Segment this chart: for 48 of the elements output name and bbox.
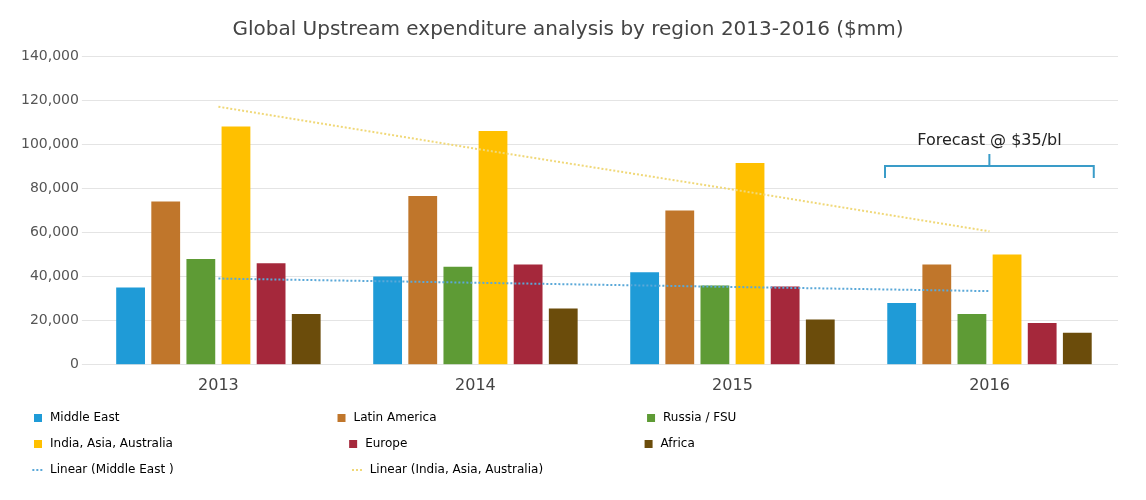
y-tick-label: 0: [69, 355, 79, 372]
y-tick-label: 40,000: [29, 267, 79, 284]
bar: [887, 303, 917, 365]
y-tick-label: 80,000: [29, 178, 79, 195]
y-tick-label: 140,000: [20, 46, 79, 63]
bar: [700, 285, 730, 365]
bar: [665, 210, 695, 365]
x-tick-label: 2013: [198, 374, 239, 394]
bar: [735, 162, 765, 365]
bar: [770, 286, 800, 365]
y-tick-label: 100,000: [20, 134, 79, 151]
legend-label: India, Asia, Australia: [50, 436, 334, 451]
y-tick-label: 120,000: [20, 90, 79, 107]
bar: [186, 258, 216, 365]
annotation: Forecast @ $35/bl: [917, 129, 1062, 149]
bar: [1027, 322, 1057, 365]
bar: [408, 196, 438, 365]
y-tick-label: 20,000: [29, 311, 79, 328]
legend-label: Linear (India, Asia, Australia): [369, 462, 669, 477]
bar: [116, 287, 145, 365]
legend-label: Europe: [365, 436, 629, 451]
bar: [630, 272, 660, 365]
legend-label: Africa: [660, 436, 917, 451]
bar: [478, 130, 508, 365]
bar: [256, 263, 286, 365]
bar: [221, 126, 251, 365]
line-series: [217, 105, 991, 233]
bar: [443, 266, 473, 365]
y-tick-label: 60,000: [29, 223, 79, 240]
x-tick-label: 2014: [455, 374, 496, 394]
bar: [513, 264, 543, 365]
legend-label: Linear (Middle East ): [50, 462, 338, 477]
x-tick-label: 2016: [969, 374, 1010, 394]
bar: [1062, 332, 1092, 365]
legend-label: Middle East: [50, 410, 322, 425]
legend-label: Russia / FSU: [663, 410, 935, 425]
legend-label: Latin America: [353, 410, 632, 425]
bar: [291, 314, 321, 365]
chart-title: Global Upstream expenditure analysis by region 2013-2016 ($mm): [232, 16, 904, 41]
bar: [922, 264, 952, 365]
bar: [957, 314, 987, 365]
x-tick-label: 2015: [712, 374, 753, 394]
line-series: [217, 277, 991, 293]
bar: [805, 319, 835, 365]
bar: [992, 254, 1022, 365]
bar: [548, 308, 578, 365]
bar: [373, 276, 403, 365]
bar: [151, 201, 181, 365]
